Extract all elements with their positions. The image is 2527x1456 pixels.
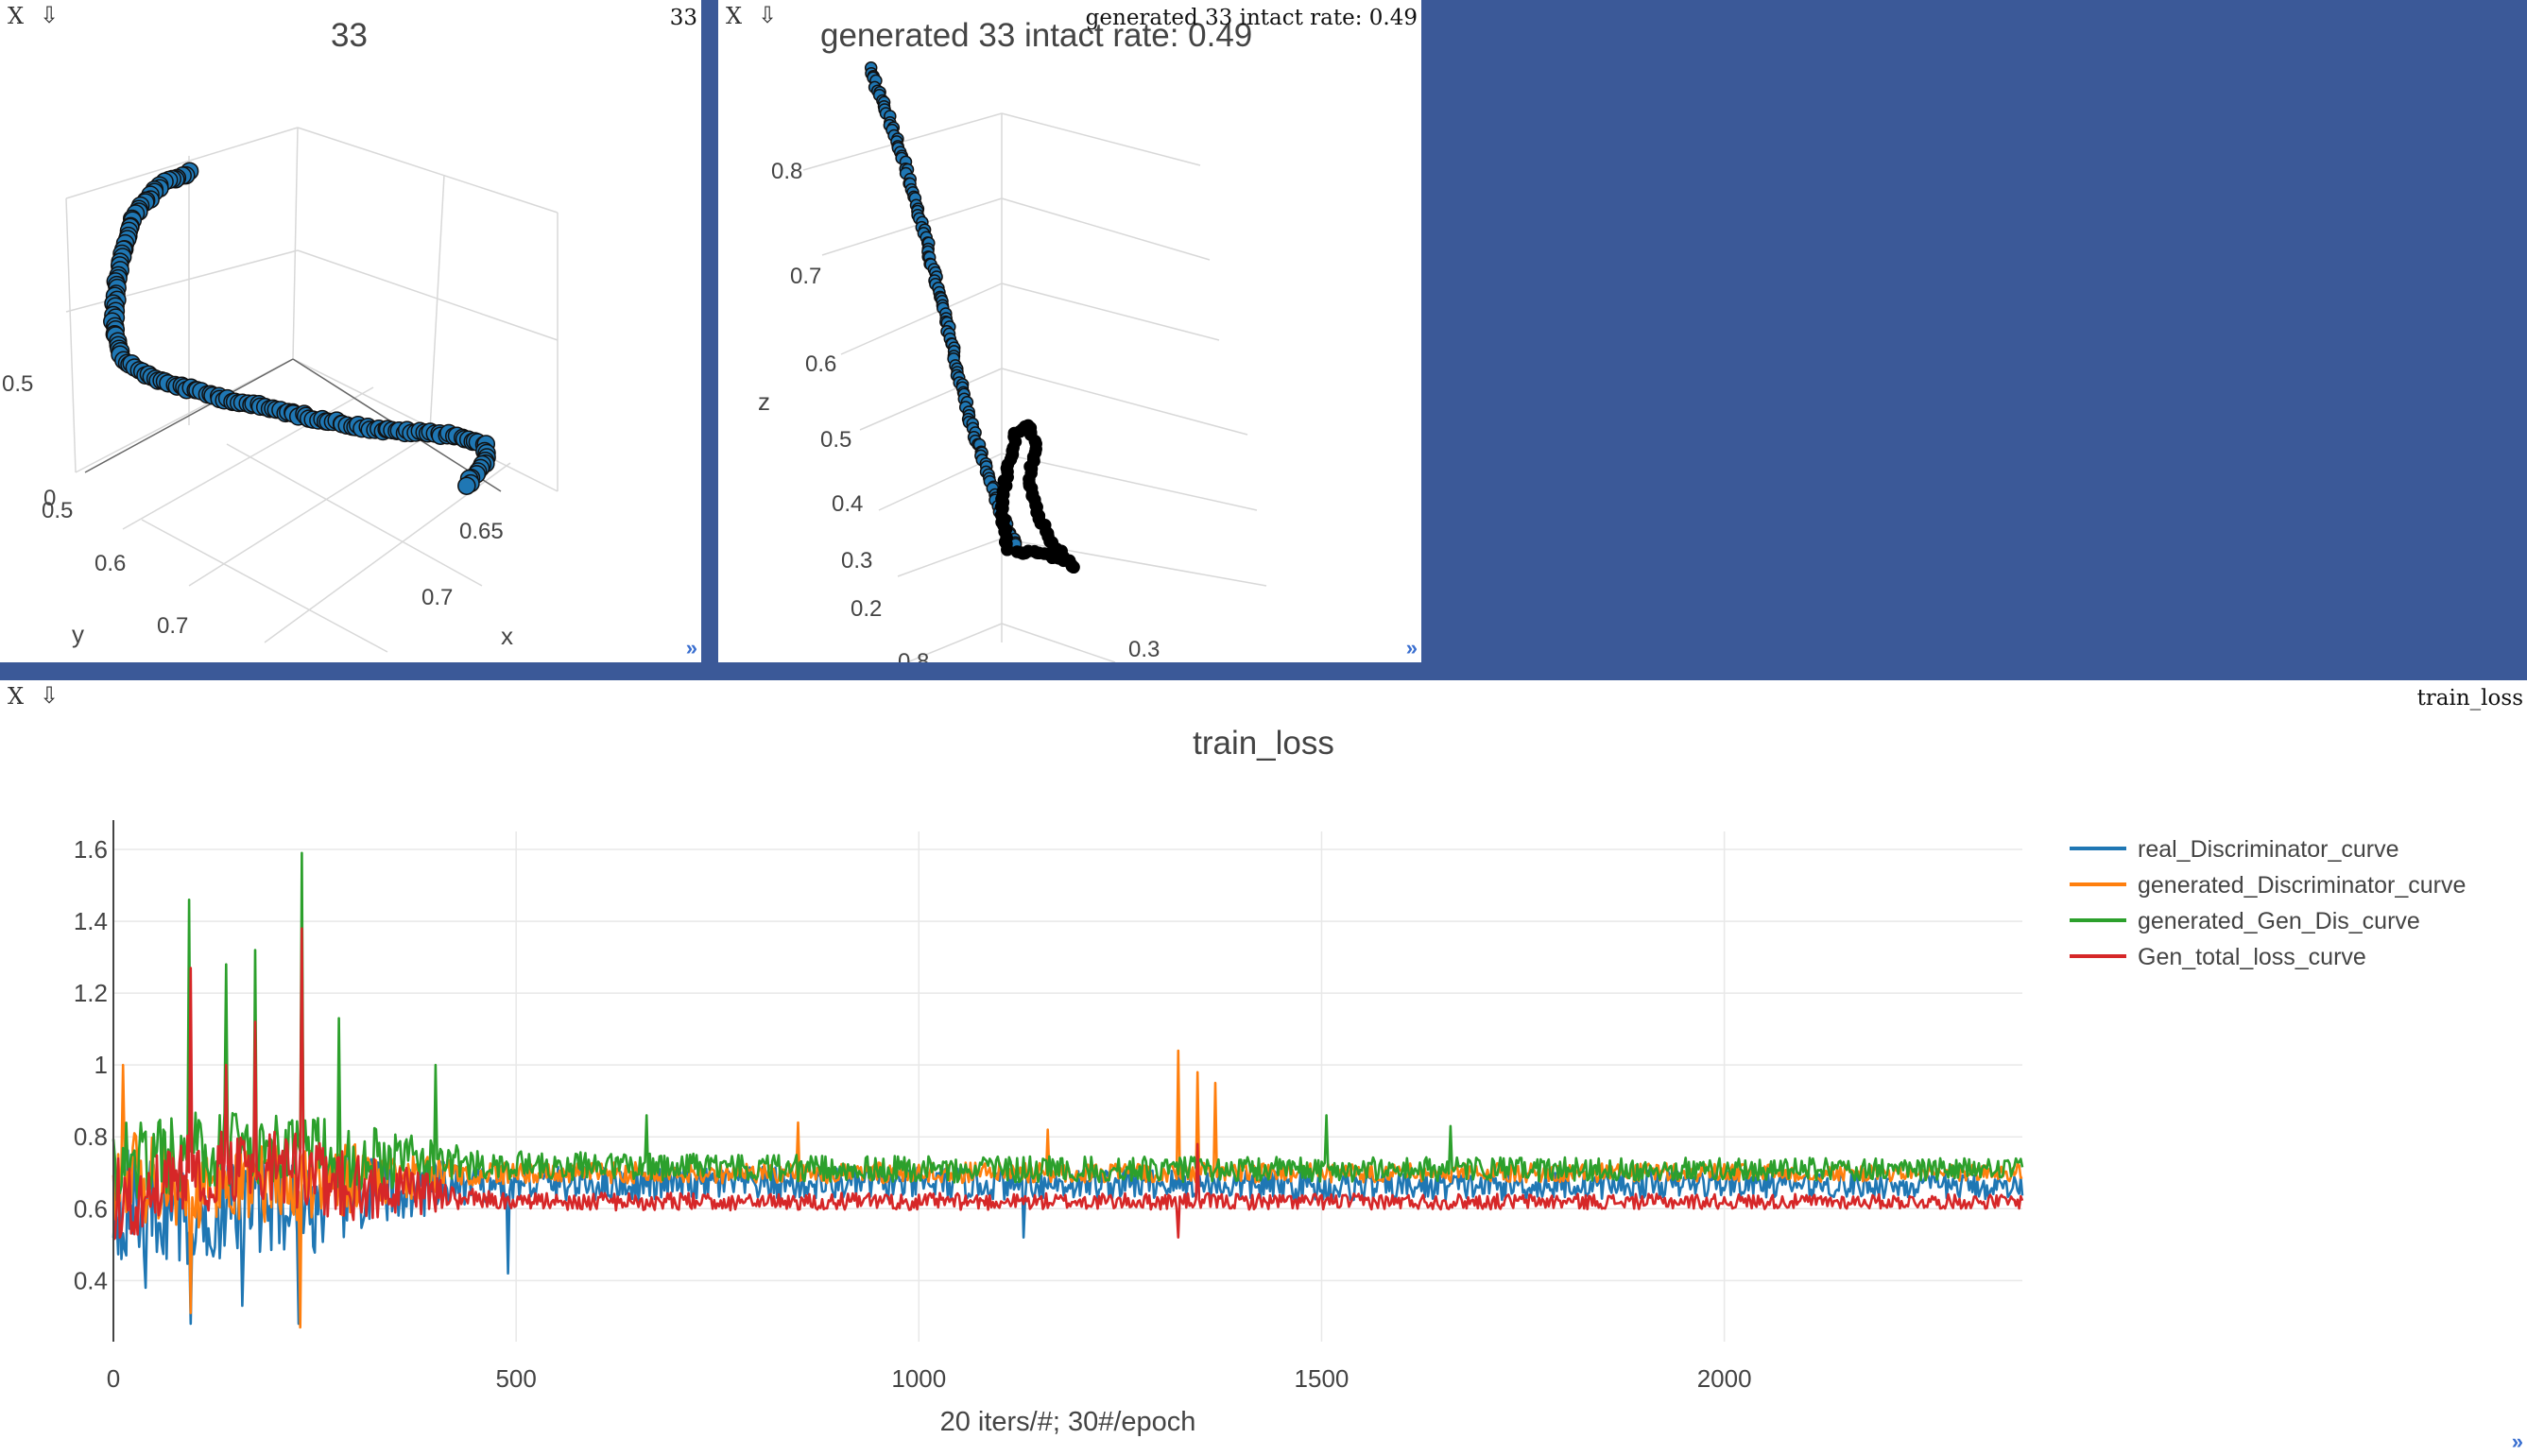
legend-entry[interactable]: real_Discriminator_curve xyxy=(2138,836,2398,863)
pane-toolbar: X ⇩ 33 xyxy=(0,0,701,34)
pane-toolbar: X ⇩ generated 33 intact rate: 0.49 xyxy=(718,0,1421,34)
download-icon[interactable]: ⇩ xyxy=(758,3,778,28)
z-tick-0.4: 0.4 xyxy=(832,491,863,517)
scatter3d-plot[interactable]: 0.8 0.7 0.6 z 0.5 0.4 0.3 0.2 0.8 0.3 xyxy=(718,0,1421,662)
window-title: train_loss xyxy=(2416,686,2523,711)
chart-title: train_loss xyxy=(1193,725,1334,762)
x-tick-label: 0 xyxy=(107,1364,120,1393)
x-axis-label: x xyxy=(501,622,513,650)
train-loss-chart[interactable]: 0 500 1000 1500 2000 0.4 0.6 0.8 1 1.2 1.4 1.6 real… xyxy=(0,680,2527,1456)
x-tick-label: 2000 xyxy=(1697,1364,1752,1393)
pane-train-loss: X ⇩ train_loss 0 500 1000 1500 2000 0.4 0.6 0.8… xyxy=(0,680,2527,1456)
resize-handle[interactable]: » xyxy=(685,636,697,659)
z-axis-label: z xyxy=(758,387,770,416)
y-tick-0.6: 0.6 xyxy=(95,551,126,576)
scatter-point xyxy=(1010,545,1024,558)
z-tick-0.8: 0.8 xyxy=(771,159,802,184)
plot-grid xyxy=(802,112,1267,662)
download-icon[interactable]: ⇩ xyxy=(40,3,60,28)
y-tick-0.5: 0.5 xyxy=(42,498,73,523)
z-tick-0.7: 0.7 xyxy=(790,264,821,289)
x-axis-label: 20 iters/#; 30#/epoch xyxy=(940,1407,1196,1437)
x-tick-0.7: 0.7 xyxy=(421,585,453,610)
plot-title: generated 33 intact rate: 0.49 xyxy=(820,17,1253,54)
close-icon[interactable]: X xyxy=(726,3,743,29)
legend[interactable]: real_Discriminator_curve generated_Discri… xyxy=(2070,836,2466,970)
scatter-points xyxy=(103,162,496,495)
x-tick-label: 500 xyxy=(495,1364,536,1393)
window-title: 33 xyxy=(669,6,697,30)
y-tick-label: 1.2 xyxy=(74,979,108,1007)
pane-toolbar: X ⇩ train_loss xyxy=(0,680,2527,714)
y-tick-label: 0.6 xyxy=(74,1194,108,1223)
pane-generated-33: X ⇩ generated 33 intact rate: 0.49 gener… xyxy=(718,0,1421,662)
legend-entry[interactable]: generated_Discriminator_curve xyxy=(2138,872,2466,899)
y-tick-0.8: 0.8 xyxy=(898,649,929,662)
z-tick-0.6: 0.6 xyxy=(805,351,836,377)
plot-title: 33 xyxy=(331,17,368,54)
z-tick-0.5: 0.5 xyxy=(820,427,851,453)
pane-33: X ⇩ 33 33 0.5 0 0.5 0.6 0.7 xyxy=(0,0,701,662)
y-tick-label: 0.4 xyxy=(74,1266,108,1294)
z-tick-0.2: 0.2 xyxy=(851,596,882,622)
legend-entry[interactable]: Gen_total_loss_curve xyxy=(2138,944,2366,970)
x-tick-0.3: 0.3 xyxy=(1128,637,1160,662)
x-tick-0.65: 0.65 xyxy=(459,519,504,544)
close-icon[interactable]: X xyxy=(8,3,25,29)
y-tick-label: 0.8 xyxy=(74,1122,108,1151)
y-tick-label: 1.4 xyxy=(74,907,108,935)
y-tick-label: 1.6 xyxy=(74,835,108,864)
legend-entry[interactable]: generated_Gen_Dis_curve xyxy=(2138,908,2420,934)
scatter-points xyxy=(864,61,1080,574)
series-layer xyxy=(112,851,2024,1329)
z-tick-0.5: 0.5 xyxy=(2,371,33,397)
axes-layer: 0 500 1000 1500 2000 0.4 0.6 0.8 1 1.2 1.4 1.6 xyxy=(74,820,1752,1393)
z-tick-0.3: 0.3 xyxy=(841,548,872,574)
x-tick-label: 1500 xyxy=(1295,1364,1349,1393)
y-axis-label: y xyxy=(72,620,84,648)
resize-handle[interactable]: » xyxy=(1405,636,1418,659)
plot-grid xyxy=(112,831,2022,1342)
close-icon[interactable]: X xyxy=(8,683,25,710)
z-tick-0: 0 xyxy=(43,486,56,511)
x-tick-label: 1000 xyxy=(891,1364,946,1393)
window-title: generated 33 intact rate: 0.49 xyxy=(1085,6,1418,30)
download-icon[interactable]: ⇩ xyxy=(40,683,60,709)
scatter-point xyxy=(457,476,476,495)
y-tick-label: 1 xyxy=(95,1051,108,1079)
series-line-Gen_total_loss_curve xyxy=(112,927,2024,1241)
resize-handle[interactable]: » xyxy=(2511,1430,2523,1453)
scatter3d-plot[interactable]: 0.5 0 0.5 0.6 0.7 y 0.65 0.7 x xyxy=(0,0,701,662)
y-tick-0.7: 0.7 xyxy=(157,613,188,639)
series-line-generated_Gen_Dis_curve xyxy=(112,851,2024,1202)
